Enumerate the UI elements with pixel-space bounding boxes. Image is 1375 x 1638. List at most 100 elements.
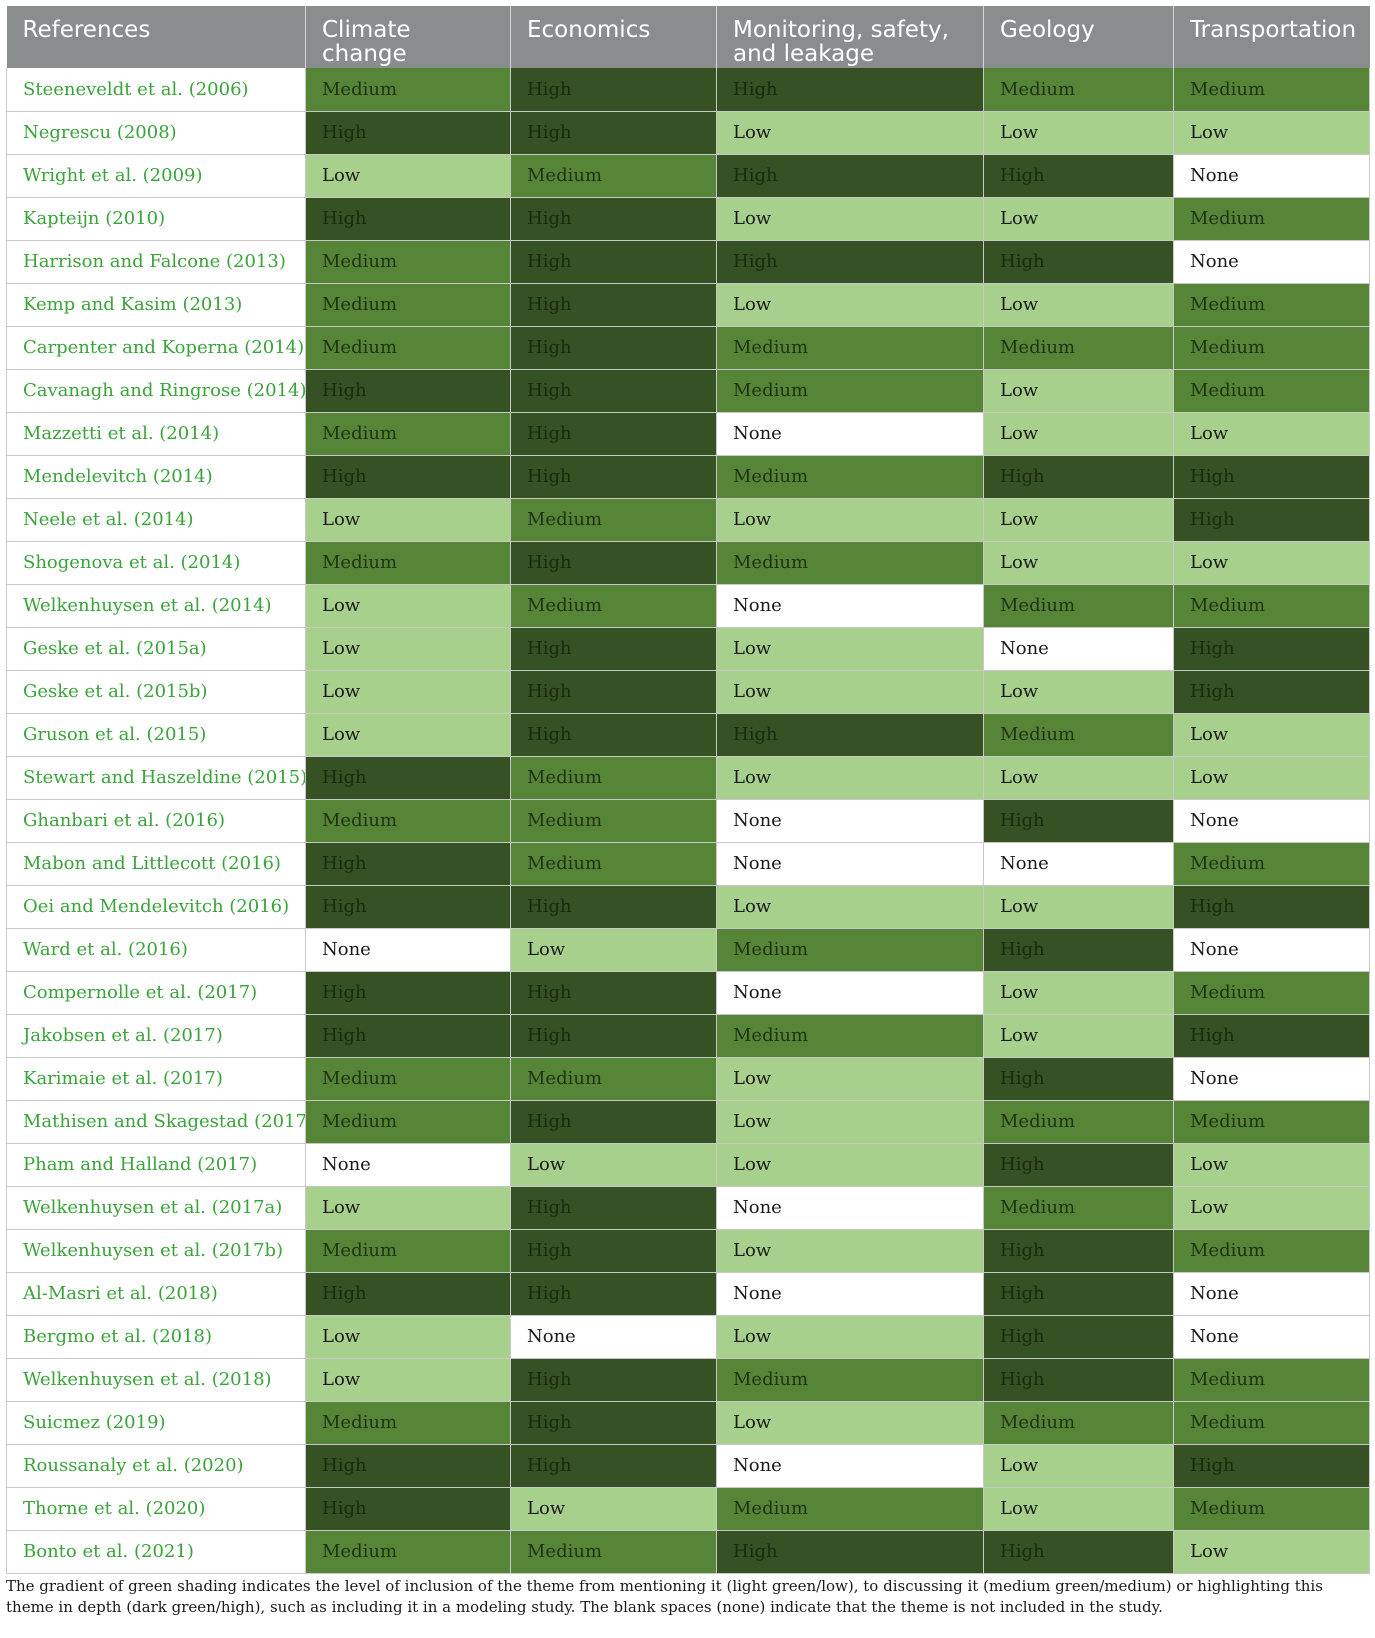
cell-geology: High bbox=[983, 1142, 1174, 1187]
reference-link[interactable]: Welkenhuysen et al. (2017b) bbox=[6, 1228, 306, 1273]
cell-economics: Medium bbox=[510, 1529, 717, 1574]
reference-link[interactable]: Shogenova et al. (2014) bbox=[6, 540, 306, 585]
reference-link[interactable]: Neele et al. (2014) bbox=[6, 497, 306, 542]
cell-economics: High bbox=[510, 239, 717, 284]
cell-climate-change: Medium bbox=[305, 1529, 511, 1574]
table-footnote: The gradient of green shading indicates … bbox=[6, 1577, 1323, 1616]
reference-link[interactable]: Harrison and Falcone (2013) bbox=[6, 239, 306, 284]
reference-link[interactable]: Mabon and Littlecott (2016) bbox=[6, 841, 306, 886]
cell-economics: None bbox=[510, 1314, 717, 1359]
cell-economics: Medium bbox=[510, 153, 717, 198]
cell-climate-change: Medium bbox=[305, 1400, 511, 1445]
cell-transportation: High bbox=[1173, 454, 1370, 499]
cell-transportation: None bbox=[1173, 1056, 1370, 1101]
reference-link[interactable]: Welkenhuysen et al. (2017a) bbox=[6, 1185, 306, 1230]
cell-climate-change: Medium bbox=[305, 68, 511, 112]
reference-link[interactable]: Mathisen and Skagestad (2017) bbox=[6, 1099, 306, 1144]
cell-transportation: High bbox=[1173, 884, 1370, 929]
table-row: Geske et al. (2015b) Low High Low Low High bbox=[6, 669, 1370, 714]
cell-geology: Low bbox=[983, 669, 1174, 714]
reference-link[interactable]: Karimaie et al. (2017) bbox=[6, 1056, 306, 1101]
cell-economics: High bbox=[510, 68, 717, 112]
cell-geology: Medium bbox=[983, 1185, 1174, 1230]
cell-monitoring: Low bbox=[716, 1228, 984, 1273]
reference-link[interactable]: Gruson et al. (2015) bbox=[6, 712, 306, 757]
reference-link[interactable]: Suicmez (2019) bbox=[6, 1400, 306, 1445]
table-row: Thorne et al. (2020) High Low Medium Low Medi… bbox=[6, 1486, 1370, 1531]
table-row: Kapteijn (2010) High High Low Low Medium bbox=[6, 196, 1370, 241]
cell-geology: High bbox=[983, 1271, 1174, 1316]
reference-link[interactable]: Welkenhuysen et al. (2014) bbox=[6, 583, 306, 628]
cell-geology: Low bbox=[983, 1013, 1174, 1058]
table-row: Al-Masri et al. (2018) High High None High No… bbox=[6, 1271, 1370, 1316]
table-row: Karimaie et al. (2017) Medium Medium Low Hig… bbox=[6, 1056, 1370, 1101]
cell-economics: Medium bbox=[510, 497, 717, 542]
cell-economics: Low bbox=[510, 927, 717, 972]
reference-link[interactable]: Welkenhuysen et al. (2018) bbox=[6, 1357, 306, 1402]
cell-monitoring: Medium bbox=[716, 325, 984, 370]
reference-link[interactable]: Carpenter and Koperna (2014) bbox=[6, 325, 306, 370]
cell-climate-change: High bbox=[305, 755, 511, 800]
reference-link[interactable]: Bergmo et al. (2018) bbox=[6, 1314, 306, 1359]
cell-climate-change: High bbox=[305, 110, 511, 155]
header-climate-change: Climate change bbox=[305, 6, 511, 68]
cell-climate-change: Low bbox=[305, 497, 511, 542]
cell-economics: Low bbox=[510, 1142, 717, 1187]
cell-transportation: High bbox=[1173, 1013, 1370, 1058]
reference-link[interactable]: Geske et al. (2015a) bbox=[6, 626, 306, 671]
reference-link[interactable]: Steeneveldt et al. (2006) bbox=[6, 68, 306, 112]
reference-link[interactable]: Mazzetti et al. (2014) bbox=[6, 411, 306, 456]
cell-monitoring: None bbox=[716, 583, 984, 628]
cell-economics: High bbox=[510, 970, 717, 1015]
cell-economics: Low bbox=[510, 1486, 717, 1531]
cell-climate-change: Low bbox=[305, 669, 511, 714]
table-row: Shogenova et al. (2014) Medium High Medium L… bbox=[6, 540, 1370, 585]
reference-link[interactable]: Pham and Halland (2017) bbox=[6, 1142, 306, 1187]
cell-monitoring: None bbox=[716, 1271, 984, 1316]
cell-monitoring: Low bbox=[716, 755, 984, 800]
reference-link[interactable]: Mendelevitch (2014) bbox=[6, 454, 306, 499]
reference-link[interactable]: Thorne et al. (2020) bbox=[6, 1486, 306, 1531]
reference-link[interactable]: Oei and Mendelevitch (2016) bbox=[6, 884, 306, 929]
cell-economics: High bbox=[510, 540, 717, 585]
table-row: Carpenter and Koperna (2014) Medium High Me… bbox=[6, 325, 1370, 370]
cell-monitoring: Low bbox=[716, 110, 984, 155]
cell-economics: High bbox=[510, 712, 717, 757]
cell-geology: High bbox=[983, 454, 1174, 499]
cell-geology: None bbox=[983, 841, 1174, 886]
cell-geology: Medium bbox=[983, 325, 1174, 370]
reference-link[interactable]: Cavanagh and Ringrose (2014) bbox=[6, 368, 306, 413]
cell-monitoring: Low bbox=[716, 1400, 984, 1445]
cell-transportation: Low bbox=[1173, 1142, 1370, 1187]
cell-economics: High bbox=[510, 196, 717, 241]
table-row: Geske et al. (2015a) Low High Low None High bbox=[6, 626, 1370, 671]
reference-link[interactable]: Stewart and Haszeldine (2015) bbox=[6, 755, 306, 800]
cell-transportation: Medium bbox=[1173, 1099, 1370, 1144]
reference-link[interactable]: Wright et al. (2009) bbox=[6, 153, 306, 198]
cell-monitoring: Low bbox=[716, 884, 984, 929]
cell-transportation: None bbox=[1173, 1271, 1370, 1316]
cell-transportation: Medium bbox=[1173, 282, 1370, 327]
reference-link[interactable]: Roussanaly et al. (2020) bbox=[6, 1443, 306, 1488]
reference-link[interactable]: Geske et al. (2015b) bbox=[6, 669, 306, 714]
reference-link[interactable]: Negrescu (2008) bbox=[6, 110, 306, 155]
reference-link[interactable]: Ward et al. (2016) bbox=[6, 927, 306, 972]
cell-transportation: Medium bbox=[1173, 1400, 1370, 1445]
cell-monitoring: High bbox=[716, 712, 984, 757]
reference-link[interactable]: Ghanbari et al. (2016) bbox=[6, 798, 306, 843]
cell-climate-change: Low bbox=[305, 1185, 511, 1230]
cell-monitoring: Medium bbox=[716, 1357, 984, 1402]
reference-link[interactable]: Bonto et al. (2021) bbox=[6, 1529, 306, 1574]
reference-link[interactable]: Compernolle et al. (2017) bbox=[6, 970, 306, 1015]
cell-geology: High bbox=[983, 1056, 1174, 1101]
cell-monitoring: None bbox=[716, 411, 984, 456]
reference-link[interactable]: Kemp and Kasim (2013) bbox=[6, 282, 306, 327]
cell-economics: High bbox=[510, 282, 717, 327]
reference-link[interactable]: Jakobsen et al. (2017) bbox=[6, 1013, 306, 1058]
table-row: Steeneveldt et al. (2006) Medium High High M… bbox=[6, 68, 1370, 112]
cell-climate-change: Medium bbox=[305, 540, 511, 585]
reference-link[interactable]: Kapteijn (2010) bbox=[6, 196, 306, 241]
reference-link[interactable]: Al-Masri et al. (2018) bbox=[6, 1271, 306, 1316]
cell-transportation: Medium bbox=[1173, 368, 1370, 413]
cell-climate-change: High bbox=[305, 970, 511, 1015]
